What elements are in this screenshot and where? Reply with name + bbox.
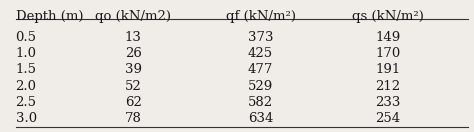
Text: 373: 373 [248,31,273,44]
Text: 2.0: 2.0 [16,80,36,93]
Text: 1.0: 1.0 [16,47,36,60]
Text: 529: 529 [248,80,273,93]
Text: 254: 254 [375,112,401,125]
Text: 191: 191 [375,63,401,76]
Text: 39: 39 [125,63,142,76]
Text: 233: 233 [375,96,401,109]
Text: qo (kN/m2): qo (kN/m2) [95,10,171,23]
Text: 3.0: 3.0 [16,112,36,125]
Text: 2.5: 2.5 [16,96,36,109]
Text: 212: 212 [375,80,401,93]
Text: 477: 477 [248,63,273,76]
Text: 634: 634 [248,112,273,125]
Text: Depth (m): Depth (m) [16,10,83,23]
Text: 1.5: 1.5 [16,63,36,76]
Text: 582: 582 [248,96,273,109]
Text: 425: 425 [248,47,273,60]
Text: qs (kN/m²): qs (kN/m²) [352,10,424,23]
Text: qf (kN/m²): qf (kN/m²) [226,10,296,23]
Text: 52: 52 [125,80,142,93]
Text: 62: 62 [125,96,142,109]
Text: 170: 170 [375,47,401,60]
Text: 0.5: 0.5 [16,31,36,44]
Text: 78: 78 [125,112,142,125]
Text: 13: 13 [125,31,142,44]
Text: 26: 26 [125,47,142,60]
Text: 149: 149 [375,31,401,44]
